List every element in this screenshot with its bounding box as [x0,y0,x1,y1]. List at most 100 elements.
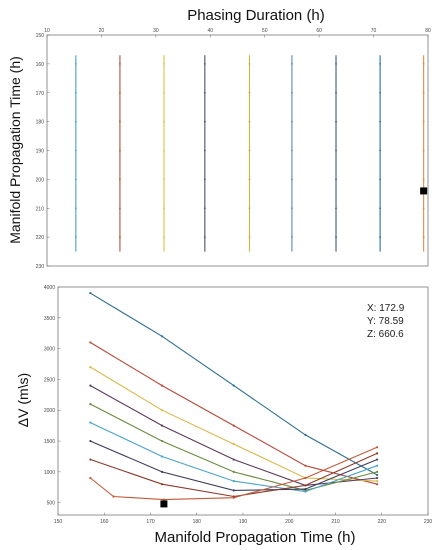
top-series-point [422,91,425,94]
bottom-series-point [160,409,164,412]
top-series-point [119,236,121,239]
bottom-series-point [304,433,307,436]
top-y-tick-label: 230 [36,264,45,270]
bottom-x-tick-label: 230 [424,519,433,525]
top-series-point [335,91,337,94]
top-series-point [291,236,293,239]
top-series-point [119,207,121,210]
bottom-series-point [89,421,92,424]
bottom-series-point [160,335,164,338]
top-series-point [248,120,251,123]
top-series-point [119,178,121,181]
bottom-series-point [376,458,379,461]
top-x-tick-label: 80 [425,28,431,34]
datatip: X: 172.9 Y: 78.59 Z: 660.6 [367,303,405,340]
bottom-series-point [160,439,164,443]
bottom-series-point [232,496,235,499]
top-series-point [248,178,251,181]
bottom-series [89,292,379,501]
bottom-y-tick-label: 3500 [44,316,55,322]
top-series-point [422,149,425,152]
top-series-point [422,236,425,239]
bottom-series-point [89,384,92,387]
bottom-x-axis-title: Manifold Propagation Time (h) [155,529,356,546]
top-series-point [163,178,165,181]
bottom-series-line-9 [90,446,378,501]
top-series-point [248,62,251,65]
top-series-point [203,178,206,181]
bottom-y-tick-label: 2000 [44,408,55,414]
top-y-tick-label: 210 [36,206,45,212]
top-series-point [163,91,165,94]
top-series-point [291,178,293,181]
bottom-series-point [376,446,379,449]
top-series-point [74,62,77,65]
bottom-x-ticks: 150 160 170 180 190 200 210 220 230 [54,512,433,525]
bottom-series-point [89,439,92,443]
top-series-point [203,207,206,210]
datatip-z-value: Z: 660.6 [367,329,404,340]
top-series-point [335,178,337,181]
bottom-series-point [160,483,164,486]
bottom-x-tick-label: 180 [193,519,202,525]
top-x-tick-label: 30 [153,28,159,34]
top-series-point [379,149,382,152]
bottom-x-tick-label: 210 [331,519,340,525]
top-series-point [203,236,206,239]
bottom-x-tick-label: 150 [54,519,63,525]
bottom-series-point [162,498,166,501]
top-series-point [291,149,293,152]
top-y-tick-label: 190 [36,149,45,155]
top-series-point [203,91,206,94]
top-x-tick-label: 60 [316,28,322,34]
top-x-tick-label: 70 [371,28,377,34]
top-series-point [163,236,165,239]
bottom-x-tick-label: 200 [285,519,294,525]
bottom-x-tick-label: 160 [100,519,109,525]
top-marker [420,187,428,195]
bottom-series-point [376,470,379,473]
top-series-point [291,91,293,94]
top-series-point [203,62,206,65]
bottom-series-point [89,366,92,369]
top-series-point [379,178,382,181]
bottom-series-point [89,476,92,480]
top-series-point [74,120,77,123]
bottom-series-point [89,341,92,344]
bottom-y-tick-label: 3000 [44,347,55,353]
top-y-tick-label: 220 [36,235,45,241]
top-series-point [291,62,293,65]
top-x-ticks: 10 20 30 40 50 60 70 80 [44,28,431,38]
bottom-x-tick-label: 170 [146,519,155,525]
bottom-selected-marker [160,500,168,508]
bottom-series-point [304,488,307,491]
datatip-y-value: Y: 78.59 [367,316,404,327]
bottom-series-point [160,470,164,473]
bottom-series-point [232,470,235,473]
top-selected-marker [420,187,428,195]
bottom-y-ticks: 500 1000 1500 2000 2500 3000 3500 4000 [44,285,61,507]
top-series-point [379,62,382,65]
top-series-point [163,62,165,65]
bottom-series-point [160,455,164,458]
top-y-tick-label: 160 [36,62,45,68]
bottom-series-point [304,490,307,493]
bottom-series-point [376,483,379,486]
bottom-series-point [160,384,164,387]
top-series-point [163,149,165,152]
bottom-series-point [112,495,115,498]
top-y-tick-label: 170 [36,91,45,97]
top-series-point [379,207,382,210]
bottom-series-point [304,464,307,467]
bottom-series-point [89,458,92,461]
bottom-x-tick-label: 220 [378,519,387,525]
bottom-chart: Manifold Propagation Time (h) ΔV (m\s) 1… [15,285,432,546]
top-series-point [335,236,337,239]
bottom-series-point [232,443,235,446]
bottom-series-point [376,464,379,467]
top-y-tick-label: 180 [36,120,45,126]
top-series-point [335,120,337,123]
top-series-point [248,207,251,210]
top-series-point [119,120,121,123]
top-series-point [291,120,293,123]
